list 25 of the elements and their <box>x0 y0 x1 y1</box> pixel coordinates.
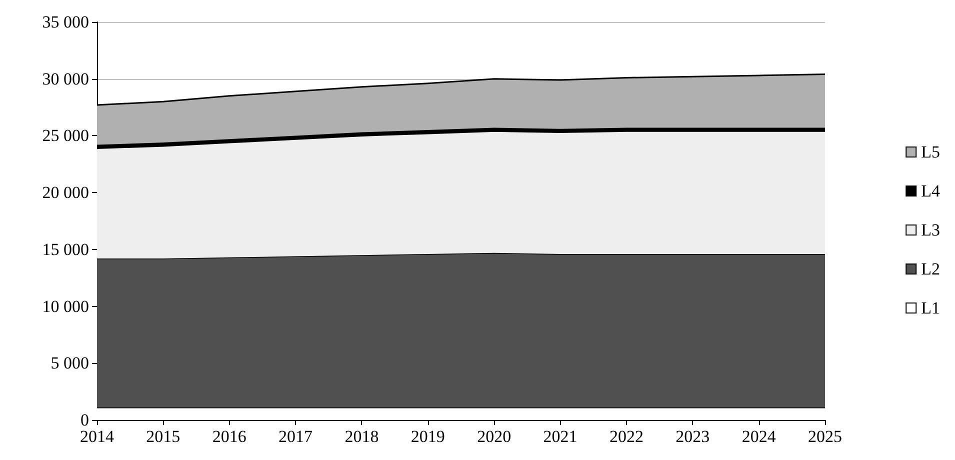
x-tick-label: 2024 <box>742 427 776 446</box>
x-tick-label: 2016 <box>212 427 246 446</box>
y-tick-label: 5 000 <box>50 354 89 373</box>
y-tick-label: 25 000 <box>42 126 89 146</box>
legend-label: L4 <box>921 182 940 200</box>
x-tick-label: 2023 <box>676 427 710 446</box>
x-tick-label: 2021 <box>543 427 578 446</box>
y-tick-label: 0 <box>80 410 89 430</box>
legend-label: L2 <box>921 260 940 278</box>
x-tick-label: 2022 <box>609 427 644 446</box>
x-tick-label: 2018 <box>344 427 379 446</box>
x-tick-label: 2019 <box>410 427 445 446</box>
x-tick-label: 2017 <box>278 427 314 446</box>
y-tick-label: 35 000 <box>42 12 89 32</box>
y-tick-label: 20 000 <box>42 183 89 202</box>
legend-label: L1 <box>921 298 940 318</box>
x-tick-label: 2015 <box>146 427 180 446</box>
y-tick-label: 15 000 <box>42 240 89 259</box>
x-tick-label: 2025 <box>808 427 842 446</box>
legend-label: L5 <box>921 142 940 162</box>
x-tick-label: 2020 <box>477 427 512 446</box>
y-tick-label: 10 000 <box>42 296 89 316</box>
x-tick-label: 2014 <box>80 427 114 446</box>
legend-label: L3 <box>921 220 940 240</box>
y-tick-label: 30 000 <box>42 69 89 88</box>
